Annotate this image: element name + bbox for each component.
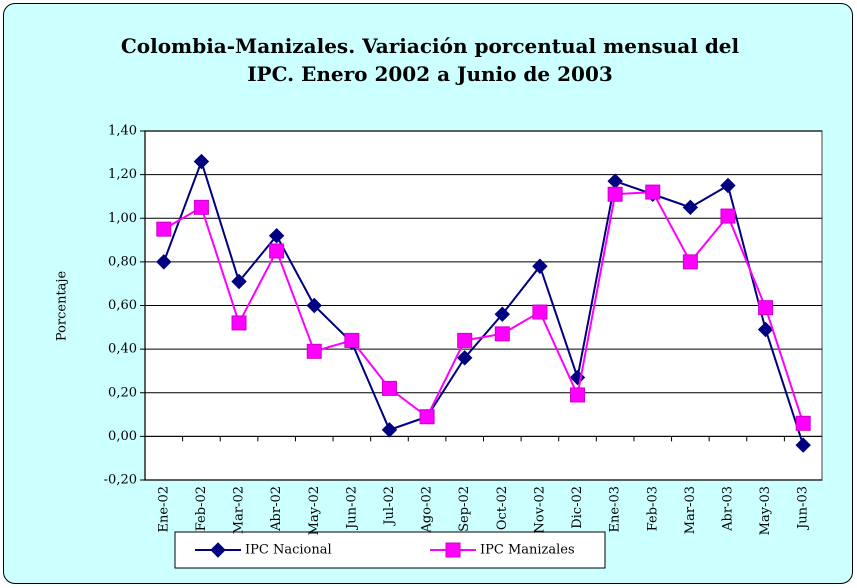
point (306, 343, 322, 359)
y-tick-label: 0,40 (108, 342, 137, 357)
point (306, 297, 322, 314)
x-tick-label: Jul-02 (382, 486, 397, 527)
x-tick-label: Ago-02 (420, 486, 435, 533)
point (570, 387, 586, 403)
y-tick-label: 1,20 (108, 167, 137, 182)
x-tick-label: Jun-02 (344, 486, 359, 531)
y-axis-label: Porcentaje (55, 271, 70, 342)
x-tick-label: Feb-02 (194, 486, 209, 531)
y-tick-label: 0,20 (108, 385, 137, 400)
point (269, 243, 285, 259)
point (381, 422, 398, 438)
point (381, 380, 397, 396)
legend-marker (445, 542, 461, 558)
x-tick-label: May-02 (307, 486, 322, 535)
x-tick-label: Feb-03 (645, 486, 660, 531)
x-tick-label: Sep-02 (457, 486, 472, 532)
point (758, 300, 774, 316)
point (156, 221, 172, 237)
line-series (162, 158, 805, 446)
point (231, 273, 247, 290)
point (344, 332, 360, 348)
legend-label: IPC Nacional (245, 543, 332, 558)
point (682, 254, 698, 270)
y-tick-label: 1,40 (108, 124, 137, 139)
y-tick-label: 0,60 (108, 298, 137, 313)
x-tick-label: Mar-03 (683, 486, 698, 534)
chart-title: Colombia-Manizales. Variación porcentual… (120, 34, 740, 86)
point (607, 186, 623, 202)
point (532, 258, 548, 274)
point (720, 177, 736, 194)
point (494, 326, 510, 342)
x-tick-label: Abr-03 (720, 486, 735, 532)
point (193, 153, 210, 170)
point (494, 306, 511, 322)
point (645, 184, 661, 200)
point (795, 437, 811, 453)
x-tick-label: Jun-03 (796, 486, 811, 531)
legend-box (174, 531, 606, 569)
x-tick-label: Oct-02 (495, 486, 510, 530)
y-tick-label: 0,80 (108, 254, 137, 269)
point (268, 227, 285, 244)
line-series (163, 191, 805, 424)
legend-label: IPC Manizales (480, 543, 575, 558)
x-tick-label: Ene-03 (608, 486, 623, 533)
x-tick-label: Mar-02 (232, 486, 247, 534)
y-tick-label: -0,20 (104, 473, 137, 488)
point (757, 321, 774, 338)
point (456, 350, 473, 366)
point (682, 199, 699, 216)
x-tick-label: May-03 (758, 486, 773, 535)
y-tick-label: 1,00 (108, 211, 137, 226)
point (193, 199, 209, 215)
x-tick-label: Dic-02 (570, 486, 585, 529)
point (795, 415, 811, 431)
x-tick-label: Abr-02 (269, 486, 284, 532)
x-tick-label: Ene-02 (156, 486, 171, 533)
point (419, 409, 435, 425)
point (532, 304, 548, 320)
point (231, 315, 247, 331)
y-tick-label: 0,00 (108, 429, 137, 444)
x-tick-label: Nov-02 (532, 486, 547, 533)
point (457, 332, 473, 348)
point (720, 208, 736, 224)
legend-marker (210, 542, 226, 558)
point (156, 254, 172, 270)
